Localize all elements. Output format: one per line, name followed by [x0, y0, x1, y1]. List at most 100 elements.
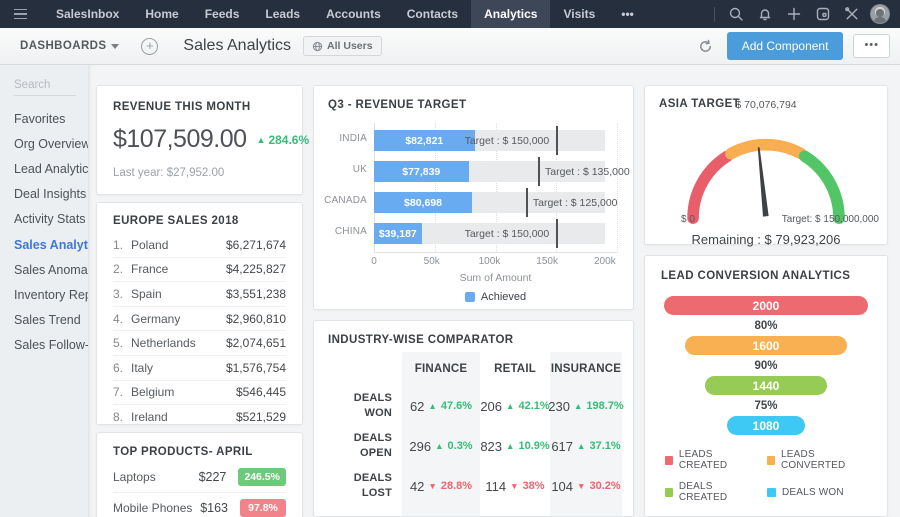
divider — [714, 6, 715, 22]
gauge-segment-red[interactable] — [687, 150, 734, 224]
nav-home[interactable]: Home — [145, 7, 179, 21]
bar-row: $80,698 Target : $ 125,000 — [374, 187, 618, 218]
list-item: 5. Netherlands $2,074,651 — [113, 331, 286, 356]
revenue-change: ▲ 284.6% — [257, 133, 310, 147]
sidebar-item-sales-followup[interactable]: Sales Follow-up Tr — [14, 338, 88, 353]
header-actions: Add Component ••• — [695, 32, 890, 60]
gauge-value-label: $ 70,076,794 — [735, 99, 797, 111]
target-tick — [556, 126, 559, 155]
gauge-needle — [757, 147, 769, 217]
x-axis: 0 50k 100k 150k 200k — [371, 256, 616, 267]
nav-feeds[interactable]: Feeds — [204, 7, 240, 21]
top-navbar: SalesInbox Home Feeds Leads Accounts Con… — [0, 0, 900, 28]
dashboards-label: DASHBOARDS — [20, 40, 107, 52]
target-tick — [556, 219, 559, 248]
legend-leads-converted[interactable]: LEADS CONVERTED — [767, 449, 871, 471]
nav-accounts[interactable]: Accounts — [326, 7, 381, 21]
column-highlight — [402, 352, 480, 516]
user-avatar[interactable] — [870, 4, 890, 24]
target-label: Target : $ 150,000 — [464, 134, 550, 147]
revenue-value: $107,509.00 — [113, 125, 247, 153]
achieved-bar-canada[interactable]: $80,698 — [374, 192, 473, 213]
target-label: Target : $ 125,000 — [532, 196, 618, 209]
table-cell: 617 ▲ 37.1% — [551, 438, 621, 454]
card-title: Q3 - REVENUE TARGET — [328, 99, 467, 111]
hamburger-menu-icon[interactable] — [14, 8, 27, 20]
bar-chart: INDIA UK CANADA CHINA $82,821 — [324, 123, 630, 253]
nav-contacts[interactable]: Contacts — [406, 7, 459, 21]
sidebar-item-inventory-reports[interactable]: Inventory Reports — [14, 287, 88, 302]
notifications-bell-icon[interactable] — [754, 3, 776, 25]
nav-salesinbox[interactable]: SalesInbox — [56, 7, 120, 21]
funnel-stage-leads-created[interactable]: 2000 — [664, 296, 868, 315]
sidebar-item-deal-insights[interactable]: Deal Insights — [14, 187, 87, 202]
gridline — [374, 123, 375, 252]
table-cell: 104 ▼ 30.2% — [551, 478, 621, 494]
bar-row: $77,839 Target : $ 135,000 — [374, 156, 630, 187]
sidebar-item-lead-analytics[interactable]: Lead Analytics — [14, 161, 88, 176]
gauge-target-label: Target: $ 150,000,000 — [781, 214, 879, 225]
europe-sales-card: EUROPE SALES 2018 1. Poland $6,271,674 2. F… — [96, 202, 303, 425]
chevron-down-icon — [111, 43, 120, 49]
sidebar-search-input[interactable] — [14, 77, 76, 96]
list-item: 6. Italy $1,576,754 — [113, 356, 286, 381]
achieved-bar-uk[interactable]: $77,839 — [374, 161, 469, 182]
conversion-rate: 75% — [754, 399, 778, 412]
gridline — [434, 123, 436, 252]
q3-revenue-target-card: Q3 - REVENUE TARGET INDIA UK CANADA CHIN… — [313, 85, 634, 310]
new-dashboard-button[interactable]: + — [141, 37, 159, 55]
sidebar-item-org-overview[interactable]: Org Overview — [14, 136, 88, 151]
target-tick — [538, 157, 541, 186]
search-icon[interactable] — [725, 3, 747, 25]
add-plus-icon[interactable] — [783, 3, 805, 25]
nav-more-icon[interactable]: ••• — [621, 7, 634, 21]
card-title: LEAD CONVERSION ANALYTICS — [661, 270, 851, 282]
sidebar-item-favorites[interactable]: Favorites — [14, 111, 66, 126]
sidebar-item-sales-trend[interactable]: Sales Trend — [14, 313, 81, 328]
conversion-rate: 90% — [754, 359, 778, 372]
product-list: Laptops $227 246.5% Mobile Phones $163 9… — [113, 462, 286, 517]
column-header-finance: FINANCE — [414, 363, 468, 375]
conversion-rate: 80% — [754, 319, 778, 332]
dashboards-sidebar: Favorites Org Overview Lead Analytics De… — [0, 65, 88, 517]
bar-row: $39,187 Target : $ 150,000 — [374, 218, 617, 249]
legend-leads-created[interactable]: LEADS CREATED — [665, 449, 753, 471]
card-title: ASIA TARGET — [659, 98, 741, 110]
add-component-button[interactable]: Add Component — [726, 32, 844, 60]
gridline — [495, 123, 497, 252]
legend-deals-created[interactable]: DEALS CREATED — [665, 481, 753, 503]
nav-visits[interactable]: Visits — [563, 7, 596, 21]
nav-analytics[interactable]: Analytics — [471, 0, 551, 28]
gauge-segment-orange[interactable] — [725, 138, 807, 160]
funnel-stage-deals-won[interactable]: 1080 — [727, 416, 805, 435]
gridline — [556, 123, 558, 252]
funnel-stage-leads-converted[interactable]: 1600 — [685, 336, 847, 355]
table-cell: 206 ▲ 42.1% — [480, 398, 550, 414]
dashboards-dropdown[interactable]: DASHBOARDS — [20, 40, 120, 52]
card-title: TOP PRODUCTS- APRIL — [113, 446, 253, 458]
list-item: Laptops $227 246.5% — [113, 462, 286, 493]
card-title: EUROPE SALES 2018 — [113, 215, 239, 227]
header-more-button[interactable]: ••• — [853, 34, 890, 58]
sidebar-item-sales-anomalies[interactable]: Sales Anomalies — [14, 262, 88, 277]
card-title: REVENUE THIS MONTH — [113, 101, 251, 113]
gauge-segment-green[interactable] — [798, 150, 845, 224]
comparator-table: FINANCE RETAIL INSURANCE DEALS WON 62 ▲ 47… — [328, 352, 624, 516]
achieved-bar-india[interactable]: $82,821 — [374, 130, 475, 151]
sidebar-item-activity-stats[interactable]: Activity Stats — [14, 212, 86, 227]
legend-deals-won[interactable]: DEALS WON — [767, 481, 871, 503]
tools-settings-icon[interactable] — [841, 3, 863, 25]
list-item: 3. Spain $3,551,238 — [113, 282, 286, 307]
nav-leads[interactable]: Leads — [265, 7, 301, 21]
column-header-insurance: INSURANCE — [550, 363, 622, 375]
sidebar-item-sales-analytics[interactable]: Sales Analytics — [14, 237, 88, 252]
funnel-stage-deals-created[interactable]: 1440 — [705, 376, 827, 395]
plot-area: $82,821 Target : $ 150,000 $77,839 Targe… — [374, 123, 630, 253]
refresh-icon[interactable] — [695, 35, 717, 57]
legend-achieved[interactable]: Achieved — [374, 291, 617, 303]
dashboard-canvas: REVENUE THIS MONTH $107,509.00 ▲ 284.6% … — [88, 65, 900, 517]
all-users-badge[interactable]: All Users — [303, 36, 382, 56]
announcement-panel-icon[interactable] — [812, 3, 834, 25]
achieved-bar-china[interactable]: $39,187 — [374, 223, 422, 244]
